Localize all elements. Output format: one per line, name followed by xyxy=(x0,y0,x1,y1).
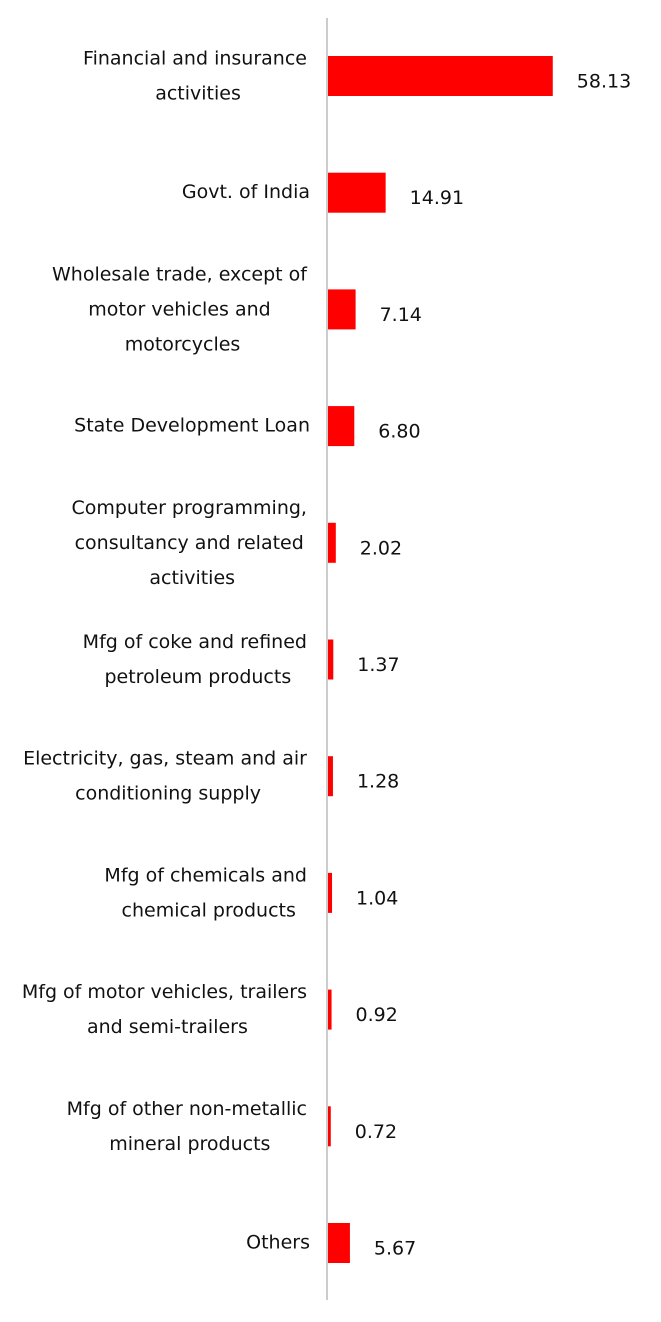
bar xyxy=(328,1223,350,1263)
category-label: Electricity, gas, steam and air conditio… xyxy=(23,747,313,804)
value-label: 7.14 xyxy=(380,304,422,326)
value-label: 0.72 xyxy=(355,1121,397,1143)
value-label: 2.02 xyxy=(360,537,402,559)
category-label: Mfg of coke and refined petroleum produc… xyxy=(83,631,313,688)
category-label: Financial and insurance activities xyxy=(83,47,313,104)
bar xyxy=(328,56,553,96)
bar xyxy=(328,289,356,330)
value-label: 5.67 xyxy=(374,1238,416,1260)
category-label: Wholesale trade, except of motor vehicle… xyxy=(52,263,313,355)
bar xyxy=(328,989,332,1030)
bar xyxy=(328,522,336,563)
category-label: Mfg of other non-metallic mineral produc… xyxy=(67,1097,313,1154)
bar xyxy=(328,639,334,680)
value-label: 58.13 xyxy=(577,71,631,93)
bar xyxy=(328,406,355,447)
category-label: Others xyxy=(246,1232,310,1254)
value-label: 1.04 xyxy=(356,887,398,909)
category-label: Computer programming, consultancy and re… xyxy=(71,496,313,588)
bar xyxy=(328,1106,331,1147)
value-label: 1.37 xyxy=(357,654,399,676)
value-label: 6.80 xyxy=(378,421,420,443)
bar xyxy=(328,872,333,913)
category-label: Govt. of India xyxy=(182,181,310,203)
category-label: Mfg of motor vehicles, trailers and semi… xyxy=(22,981,313,1038)
category-label: Mfg of chemicals and chemical products xyxy=(104,864,313,921)
value-label: 1.28 xyxy=(357,771,399,793)
bar xyxy=(328,172,386,213)
category-label: State Development Loan xyxy=(74,415,310,437)
bar xyxy=(328,756,333,797)
value-label: 14.91 xyxy=(410,187,464,209)
value-label: 0.92 xyxy=(356,1004,398,1026)
